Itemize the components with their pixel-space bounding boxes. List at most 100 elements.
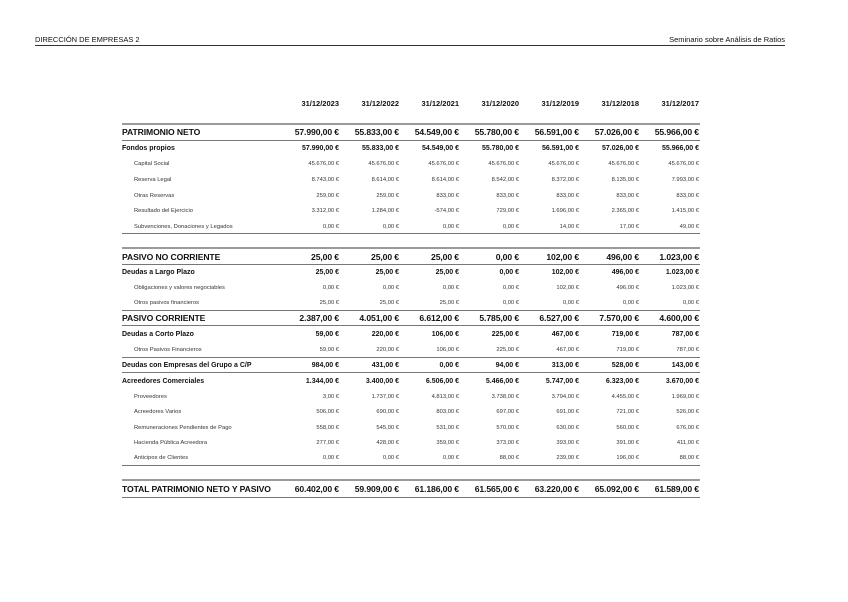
row-label: Otros Pasivos Financieros	[134, 347, 202, 353]
table-row: Hacienda Pública Acreedora 277,00 € 428,00…	[122, 436, 700, 450]
value-cell: 196,00 €	[616, 455, 639, 461]
value-cell: 428,00 €	[376, 440, 399, 446]
value-cell: 49,00 €	[679, 224, 699, 230]
value-cell: 1.023,00 €	[659, 252, 699, 262]
value-cell: 0,00 €	[322, 455, 339, 461]
table-row: Anticipos de Clientes 0,00 € 0,00 € 0,00 € 8…	[122, 451, 700, 465]
divider	[122, 465, 700, 466]
date-header: 31/12/2017	[661, 98, 699, 108]
value-cell: 496,00 €	[606, 252, 639, 262]
value-cell: 393,00 €	[556, 440, 579, 446]
value-cell: 54.549,00 €	[414, 127, 459, 137]
value-cell: 4.455,00 €	[611, 394, 639, 400]
value-cell: 496,00 €	[611, 268, 639, 276]
value-cell: 787,00 €	[671, 330, 699, 338]
row-label: PASIVO CORRIENTE	[122, 313, 206, 323]
row-label: Deudas a Corto Plazo	[122, 330, 194, 338]
value-cell: 4.813,00 €	[431, 394, 459, 400]
row-label: Otros pasivos financieros	[134, 300, 200, 306]
date-header: 31/12/2021	[421, 98, 459, 108]
date-header: 31/12/2018	[601, 98, 639, 108]
value-cell: 984,00 €	[311, 361, 339, 369]
value-cell: 8.614,00 €	[371, 177, 399, 183]
table-row: Otros pasivos financieros 25,00 € 25,00 € 2…	[122, 296, 700, 310]
value-cell: 57.990,00 €	[294, 127, 339, 137]
value-cell: 0,00 €	[502, 224, 519, 230]
value-cell: 54.549,00 €	[422, 144, 459, 152]
value-cell: 45.676,00 €	[488, 161, 519, 167]
value-cell: 1.023,00 €	[665, 268, 699, 276]
row-label: Proveedores	[134, 394, 167, 400]
value-cell: 8.743,00 €	[311, 177, 339, 183]
value-cell: 1.696,00 €	[551, 208, 579, 214]
table-row: Otras Reservas 259,00 € 259,00 € 833,00 € 83…	[122, 189, 700, 203]
value-cell: 691,00 €	[556, 409, 579, 415]
value-cell: 0,00 €	[442, 285, 459, 291]
value-cell: 833,00 €	[436, 193, 459, 199]
value-cell: 721,00 €	[616, 409, 639, 415]
value-cell: 359,00 €	[436, 440, 459, 446]
row-label: Hacienda Pública Acreedora	[134, 440, 208, 446]
value-cell: 3.738,00 €	[491, 394, 519, 400]
value-cell: 0,00 €	[442, 455, 459, 461]
value-cell: 220,00 €	[376, 347, 399, 353]
value-cell: 55.833,00 €	[354, 127, 399, 137]
value-cell: 0,00 €	[382, 455, 399, 461]
divider	[122, 140, 700, 141]
value-cell: 833,00 €	[556, 193, 579, 199]
value-cell: 531,00 €	[436, 425, 459, 431]
value-cell: 45.676,00 €	[308, 161, 339, 167]
table-row: Remuneraciones Pendientes de Pago 558,00 …	[122, 421, 700, 435]
value-cell: 558,00 €	[316, 425, 339, 431]
row-label: Remuneraciones Pendientes de Pago	[134, 425, 232, 431]
value-cell: 25,00 €	[379, 300, 399, 306]
value-cell: 1.415,00 €	[671, 208, 699, 214]
value-cell: 25,00 €	[371, 252, 399, 262]
value-cell: 45.676,00 €	[368, 161, 399, 167]
value-cell: 1.969,00 €	[671, 394, 699, 400]
value-cell: 60.402,00 €	[294, 484, 339, 494]
value-cell: 0,00 €	[682, 300, 699, 306]
value-cell: 59,00 €	[315, 330, 339, 338]
value-cell: 55.780,00 €	[482, 144, 519, 152]
value-cell: 59.909,00 €	[354, 484, 399, 494]
value-cell: 697,00 €	[496, 409, 519, 415]
row-label: Reserva Legal	[134, 177, 172, 183]
table-row: Obligaciones y valores negociables 0,00 €…	[122, 281, 700, 295]
value-cell: 57.990,00 €	[302, 144, 339, 152]
value-cell: 7.570,00 €	[599, 313, 639, 323]
value-cell: 496,00 €	[616, 285, 639, 291]
table-row: Otros Pasivos Financieros 59,00 € 220,00 €…	[122, 343, 700, 357]
value-cell: 467,00 €	[551, 330, 579, 338]
value-cell: 25,00 €	[431, 252, 459, 262]
value-cell: 719,00 €	[611, 330, 639, 338]
value-cell: 545,00 €	[376, 425, 399, 431]
value-cell: 2.387,00 €	[299, 313, 339, 323]
value-cell: 6.527,00 €	[539, 313, 579, 323]
divider	[122, 123, 700, 125]
value-cell: 45.676,00 €	[428, 161, 459, 167]
date-header: 31/12/2019	[541, 98, 579, 108]
divider	[122, 479, 700, 481]
value-cell: 0,00 €	[322, 224, 339, 230]
value-cell: 560,00 €	[616, 425, 639, 431]
value-cell: 143,00 €	[671, 361, 699, 369]
value-cell: 729,00 €	[496, 208, 519, 214]
value-cell: 467,00 €	[556, 347, 579, 353]
value-cell: 833,00 €	[496, 193, 519, 199]
row-label: Otras Reservas	[134, 193, 175, 199]
row-label: Obligaciones y valores negociables	[134, 285, 225, 291]
value-cell: 25,00 €	[439, 300, 459, 306]
table-row: Deudas a Largo Plazo 25,00 € 25,00 € 25,00 …	[122, 265, 700, 279]
divider	[122, 264, 700, 265]
value-cell: 55.780,00 €	[474, 127, 519, 137]
value-cell: 0,00 €	[382, 224, 399, 230]
value-cell: 4.051,00 €	[359, 313, 399, 323]
row-label: Deudas con Empresas del Grupo a C/P	[122, 361, 252, 369]
value-cell: 45.676,00 €	[668, 161, 699, 167]
value-cell: 0,00 €	[502, 285, 519, 291]
value-cell: 25,00 €	[311, 252, 339, 262]
value-cell: 0,00 €	[495, 252, 519, 262]
value-cell: 690,00 €	[376, 409, 399, 415]
table-row: Fondos propios 57.990,00 € 55.833,00 € 54.5…	[122, 141, 700, 155]
